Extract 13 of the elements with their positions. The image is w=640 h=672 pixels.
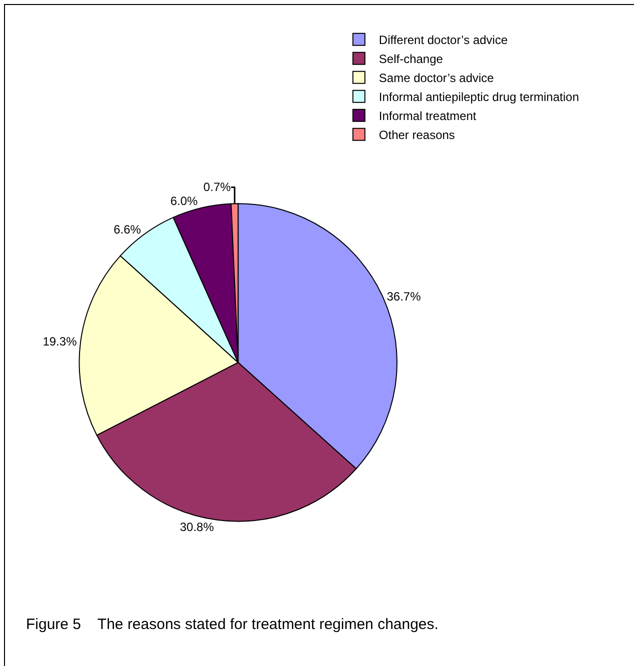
legend-label: Different doctor’s advice — [378, 33, 508, 48]
data-label: 19.3% — [42, 334, 78, 349]
data-label: 30.8% — [180, 520, 214, 534]
legend-label: Informal antiepileptic drug termination — [378, 90, 580, 104]
legend-label: Self-change — [378, 52, 444, 66]
data-label: 6.0% — [170, 194, 198, 208]
legend-label: Other reasons — [378, 128, 455, 142]
caption: Figure 5 The reasons stated for treatment regimen changes. — [26, 616, 438, 633]
legend-label: Informal treatment — [378, 109, 477, 124]
legend-label: Same doctor’s advice — [378, 71, 494, 86]
data-label: 0.7% — [203, 180, 232, 194]
data-label: 6.6% — [114, 222, 142, 236]
data-label: 36.7% — [386, 290, 422, 304]
